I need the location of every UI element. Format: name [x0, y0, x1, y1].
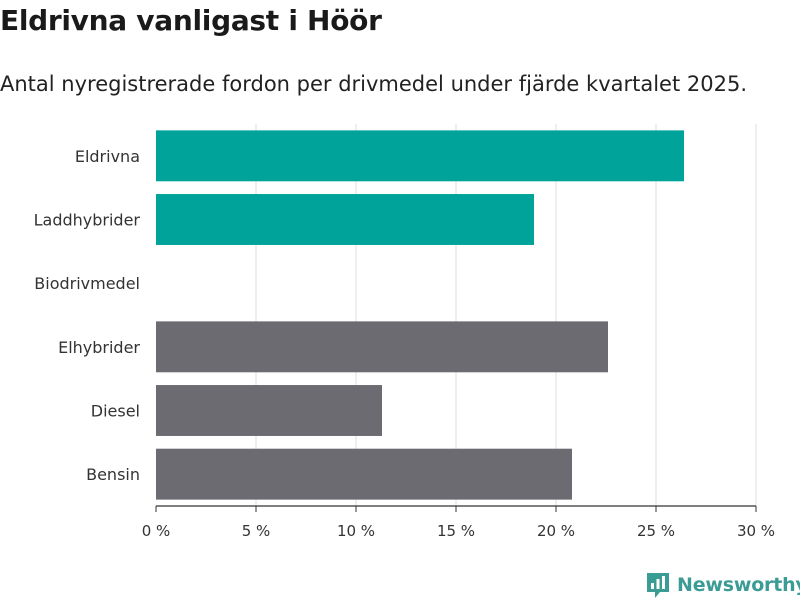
x-tick-label-1: 5 %	[242, 522, 271, 540]
category-label-biodrivmedel: Biodrivmedel	[34, 274, 140, 293]
x-tick-label-0: 0 %	[142, 522, 171, 540]
bar-bensin	[156, 448, 572, 500]
bar-elhybrider	[156, 321, 608, 373]
chart-subtitle: Antal nyregistrerade fordon per drivmede…	[0, 72, 748, 96]
brand-name: Newsworthy	[677, 574, 800, 596]
x-tick-label-5: 25 %	[637, 522, 675, 540]
chart-title: Eldrivna vanligast i Höör	[0, 4, 382, 37]
category-label-elhybrider: Elhybrider	[58, 338, 140, 357]
x-tick-label-3: 15 %	[437, 522, 475, 540]
x-tick-label-2: 10 %	[337, 522, 375, 540]
x-tick-label-6: 30 %	[737, 522, 775, 540]
x-tick-label-4: 20 %	[537, 522, 575, 540]
newsworthy-logo-icon	[647, 573, 669, 598]
category-label-diesel: Diesel	[91, 402, 140, 421]
category-label-bensin: Bensin	[86, 465, 140, 484]
category-label-laddhybrider: Laddhybrider	[34, 211, 141, 230]
bar-chart: Eldrivna Laddhybrider Biodrivmedel Elhybrid…	[34, 124, 775, 540]
bar-diesel	[156, 385, 382, 436]
bar-laddhybrider	[156, 194, 534, 245]
category-label-eldrivna: Eldrivna	[75, 147, 140, 166]
brand-logo: Newsworthy	[645, 570, 800, 600]
bar-eldrivna	[156, 130, 684, 182]
